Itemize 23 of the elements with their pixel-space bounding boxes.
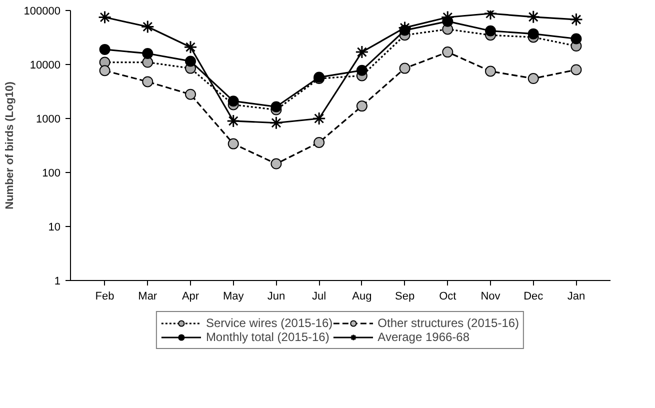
y-tick-label: 100000 [24,6,61,18]
x-tick-label: Apr [182,290,200,302]
x-tick-label: Mar [138,290,158,302]
x-tick-label: Aug [352,290,372,302]
legend-label: Other structures (2015-16) [378,316,520,330]
legend-label: Service wires (2015-16) [206,316,333,330]
x-tick-label: Sep [395,290,415,302]
legend-label: Average 1966-68 [378,330,470,344]
y-tick-label: 1000 [36,114,61,126]
x-tick-label: Jul [312,290,326,302]
x-tick-label: Jun [267,290,286,302]
x-tick-label: Feb [95,290,114,302]
y-tick-label: 10000 [30,60,61,72]
y-axis-title: Number of birds (Log10) [4,81,16,210]
y-tick-label: 1 [54,276,61,288]
x-tick-label: Dec [524,290,544,302]
y-tick-label: 10 [48,222,61,234]
x-tick-label: Nov [480,290,501,302]
x-tick-label: Jan [567,290,586,302]
x-tick-label: May [222,290,244,302]
legend-label: Monthly total (2015-16) [206,330,330,344]
x-tick-label: Oct [439,290,456,302]
y-tick-label: 100 [42,168,61,180]
